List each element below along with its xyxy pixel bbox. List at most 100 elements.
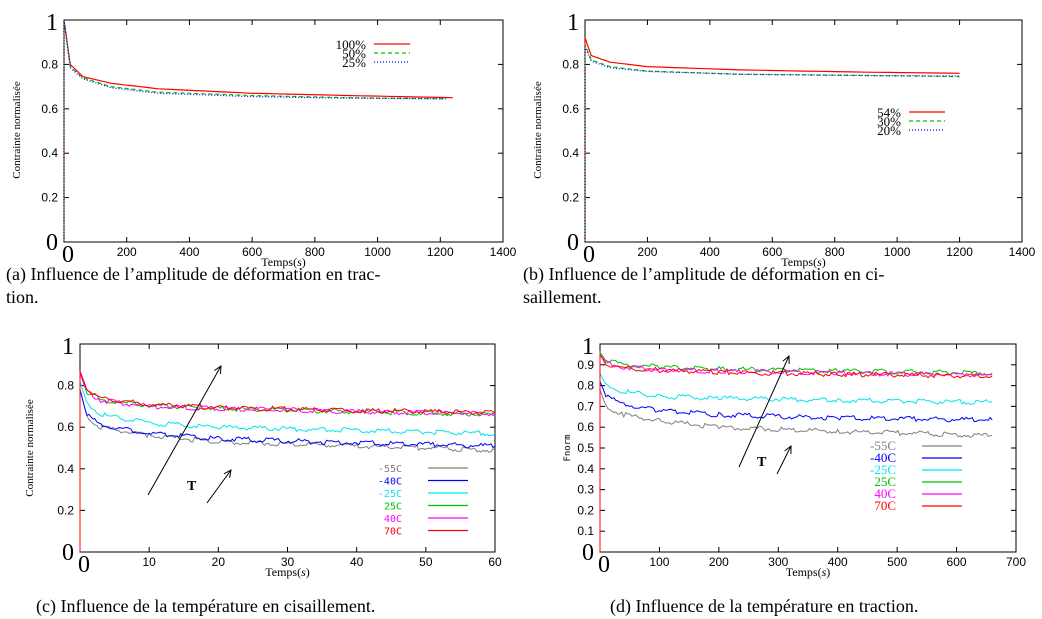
x-tick-label: 0 <box>78 552 90 578</box>
x-axis-label-main: Temps( <box>781 255 817 269</box>
x-axis-label-main: Temps( <box>786 565 822 579</box>
series-line-25C <box>599 350 993 552</box>
caption-a-line1: (a) Influence de l’amplitude de déformat… <box>6 264 381 284</box>
x-tick-label: 400 <box>700 245 720 259</box>
x-tick-label: 40 <box>350 555 364 569</box>
x-tick-label: 600 <box>242 245 262 259</box>
y-tick-label: 0.4 <box>562 146 579 160</box>
arrow-shaft <box>147 365 222 496</box>
x-tick-label: 1000 <box>884 245 911 259</box>
x-axis-label-end: ) <box>302 255 306 269</box>
x-tick-label: 600 <box>947 555 967 569</box>
y-tick-label: 0 <box>582 540 594 566</box>
x-tick-label: 200 <box>637 245 657 259</box>
series-line-25C <box>79 381 496 552</box>
x-axis-label-unit: s <box>822 565 827 579</box>
caption-d-text: (d) Influence de la température en tract… <box>610 596 919 616</box>
caption-c: (c) Influence de la température en cisai… <box>36 595 506 618</box>
y-tick-label: 0.6 <box>41 102 58 116</box>
plot-frame <box>79 343 496 553</box>
x-axis-label-main: Temps( <box>265 565 301 579</box>
legend-label: 40C <box>874 486 896 501</box>
x-tick-label: 1200 <box>427 245 454 259</box>
caption-b: (b) Influence de l’amplitude de déformat… <box>523 263 1035 309</box>
x-tick-label: 0 <box>583 242 595 268</box>
series-line-70C <box>79 370 496 552</box>
y-axis-label: Fnorm <box>563 434 573 461</box>
arrow-head <box>782 354 790 365</box>
y-tick-label: 0.8 <box>577 379 594 393</box>
chart-b: 0 200 400 600 800 1000 1200 1400 0 0.2 0.4 0.6 0.8 1 C… <box>532 10 1036 269</box>
x-axis-label-unit: s <box>297 255 302 269</box>
temperature-annotation: T <box>187 479 197 494</box>
chart-a: 0 200 400 600 800 1000 1200 1400 0 0.2 0.4 0.6 0.8 1 C… <box>11 10 517 269</box>
chart-c: 0 10 20 30 40 50 60 0 0.2 0.4 0.6 0.8 1 Contrainte no… <box>24 334 502 579</box>
legend-label: -40C <box>870 450 896 465</box>
x-tick-label: 1200 <box>946 245 973 259</box>
temperature-annotation: T <box>757 455 767 470</box>
x-axis-label: Temps(s) <box>265 565 310 579</box>
y-tick-label: 0.1 <box>577 524 594 538</box>
y-tick-label: 1 <box>62 334 74 360</box>
y-axis-label: Contrainte normalisée <box>11 81 23 179</box>
series-line-40C <box>599 381 993 552</box>
y-tick-label: 0.6 <box>562 102 579 116</box>
y-tick-label: 0.4 <box>577 462 594 476</box>
legend-label: -55C <box>870 438 896 453</box>
x-tick-label: 1400 <box>490 245 517 259</box>
y-tick-label: 0 <box>62 540 74 566</box>
legend-label: 20% <box>877 123 901 138</box>
legend-label: -40C <box>378 477 402 488</box>
y-tick-label: 0.9 <box>577 358 594 372</box>
caption-d: (d) Influence de la température en tract… <box>610 595 1030 618</box>
legend-label: -55C <box>378 464 402 475</box>
x-axis-label-unit: s <box>817 255 822 269</box>
arrow-head <box>214 364 222 375</box>
series-line-100 <box>63 19 453 242</box>
x-axis-label-end: ) <box>826 565 830 579</box>
arrow-shaft <box>206 469 232 504</box>
y-tick-label: 0.8 <box>41 57 58 71</box>
legend-label: 30% <box>877 114 901 129</box>
y-tick-label: 0.5 <box>577 441 594 455</box>
x-tick-label: 500 <box>887 555 907 569</box>
caption-c-text: (c) Influence de la température en cisai… <box>36 596 376 616</box>
series-line-55C <box>79 389 496 552</box>
x-tick-label: 0 <box>62 242 74 268</box>
series-line-55C <box>599 389 993 552</box>
x-tick-label: 20 <box>212 555 226 569</box>
caption-a: (a) Influence de l’amplitude de déformat… <box>6 263 514 309</box>
y-tick-label: 0.8 <box>57 379 74 393</box>
x-axis-label: Temps(s) <box>781 255 826 269</box>
x-axis-label-main: Temps( <box>261 255 297 269</box>
y-tick-label: 0.4 <box>57 462 74 476</box>
x-tick-label: 700 <box>1006 555 1026 569</box>
x-axis-label-end: ) <box>822 255 826 269</box>
x-axis-label-end: ) <box>306 565 310 579</box>
legend-label: -25C <box>378 489 402 500</box>
x-tick-label: 300 <box>768 555 788 569</box>
y-tick-label: 0.6 <box>577 420 594 434</box>
x-tick-label: 200 <box>709 555 729 569</box>
x-tick-label: 400 <box>179 245 199 259</box>
legend: 100%50%25% <box>336 37 410 70</box>
y-tick-label: 0 <box>46 230 58 256</box>
y-axis-label: Contrainte normalisée <box>532 81 544 179</box>
legend-label: 54% <box>877 105 901 120</box>
x-tick-label: 800 <box>825 245 845 259</box>
series-line-30 <box>584 44 960 242</box>
legend-label: 25% <box>342 55 366 70</box>
y-tick-label: 0.2 <box>57 503 74 517</box>
legend-label: 40C <box>384 514 402 525</box>
series-line-25 <box>63 19 447 242</box>
chart-d: 0 100 200 300 400 500 600 700 0 0.1 0.2 0.3 0.4 0.5 0.… <box>563 334 1026 579</box>
x-tick-label: 800 <box>305 245 325 259</box>
y-tick-label: 0.3 <box>577 483 594 497</box>
plot-frame <box>63 19 504 243</box>
x-tick-label: 10 <box>142 555 156 569</box>
x-tick-label: 50 <box>419 555 433 569</box>
x-axis-label-unit: s <box>301 565 306 579</box>
x-tick-label: 60 <box>488 555 502 569</box>
y-tick-label: 0.7 <box>577 399 594 413</box>
